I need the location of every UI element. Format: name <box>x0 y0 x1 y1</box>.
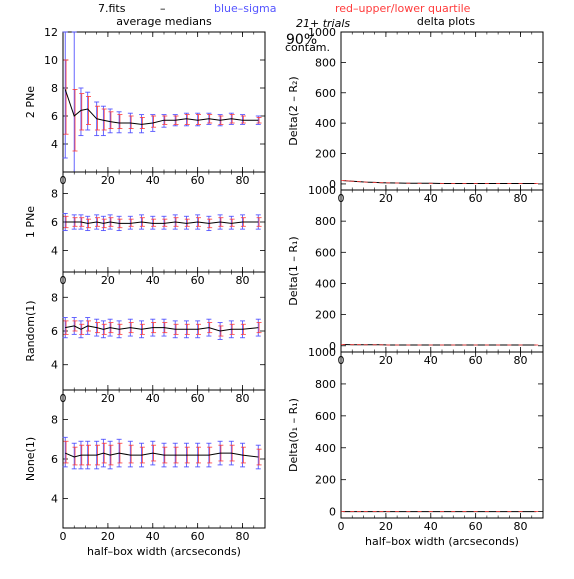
median-line <box>64 89 259 125</box>
contamination-percent: 90% <box>286 32 317 48</box>
y-axis-label: Delta(2 – R₂) <box>287 76 300 145</box>
median-line <box>65 325 259 332</box>
x-tick-label: 0 <box>60 530 67 543</box>
x-tick-label: 60 <box>191 274 205 287</box>
x-tick-label: 40 <box>146 174 160 187</box>
y-tick-label: 600 <box>315 246 336 259</box>
y-tick-label: 0 <box>329 340 336 353</box>
y-tick-label: 8 <box>51 291 58 304</box>
y-tick-label: 0 <box>329 506 336 519</box>
median-line <box>65 221 259 224</box>
y-tick-label: 0 <box>329 178 336 191</box>
x-tick-label: 20 <box>379 354 393 367</box>
x-tick-label: 40 <box>146 274 160 287</box>
median-line <box>343 180 537 184</box>
panel-left-4: 0 20 40 60 80 4 6 8 None(1) half–box width (arcse… <box>24 389 266 558</box>
x-tick-label: 80 <box>236 392 250 405</box>
x-tick-label: 80 <box>236 530 250 543</box>
y-tick-label: 8 <box>51 187 58 200</box>
x-tick-label: 40 <box>146 530 160 543</box>
x-tick-label: 80 <box>236 274 250 287</box>
y-tick-label: 4 <box>51 359 58 372</box>
x-tick-label: 60 <box>469 520 483 533</box>
x-tick-label: 80 <box>514 520 528 533</box>
y-axis-label: 1 PNe <box>24 206 37 238</box>
y-tick-label: 4 <box>51 138 58 151</box>
panel-frame <box>340 31 544 191</box>
sigma-note: blue–sigma <box>214 2 277 15</box>
y-tick-label: 400 <box>315 117 336 130</box>
x-tick-label: 20 <box>379 520 393 533</box>
y-tick-label: 800 <box>315 215 336 228</box>
y-tick-label: 800 <box>315 56 336 69</box>
x-tick-label: 40 <box>424 354 438 367</box>
y-axis-label: None(1) <box>24 437 37 481</box>
y-tick-label: 6 <box>51 216 58 229</box>
x-tick-label: 20 <box>101 174 115 187</box>
y-tick-label: 200 <box>315 474 336 487</box>
x-tick-label: 60 <box>469 192 483 205</box>
panel-frame <box>340 351 544 519</box>
y-tick-label: 400 <box>315 277 336 290</box>
y-tick-label: 8 <box>51 414 58 427</box>
y-tick-label: 6 <box>51 325 58 338</box>
x-tick-label: 40 <box>424 192 438 205</box>
y-tick-label: 6 <box>51 110 58 123</box>
y-tick-label: 10 <box>44 54 58 67</box>
x-tick-label: 40 <box>146 392 160 405</box>
x-tick-label: 20 <box>101 530 115 543</box>
left-column-title: average medians <box>116 15 212 28</box>
contamination-label: contam. <box>285 41 330 54</box>
y-tick-label: 200 <box>315 309 336 322</box>
panel-frame <box>340 189 544 353</box>
y-tick-label: 1000 <box>308 346 336 359</box>
x-tick-label: 20 <box>101 392 115 405</box>
y-axis-label: Delta(0₁ – R₁) <box>287 398 300 472</box>
x-tick-label: 20 <box>101 274 115 287</box>
x-tick-label: 80 <box>514 354 528 367</box>
y-tick-label: 600 <box>315 410 336 423</box>
x-tick-label: 60 <box>469 354 483 367</box>
header-dash: – <box>160 2 166 15</box>
x-tick-label: 0 <box>338 520 345 533</box>
file-name: 7.fits <box>98 2 126 15</box>
y-tick-label: 800 <box>315 378 336 391</box>
y-tick-label: 1000 <box>308 26 336 39</box>
y-axis-label: Random(1) <box>24 300 37 361</box>
x-tick-label: 80 <box>514 192 528 205</box>
x-tick-label: 80 <box>236 174 250 187</box>
x-tick-label: 20 <box>379 192 393 205</box>
y-tick-label: 12 <box>44 26 58 39</box>
median-line <box>65 452 259 458</box>
y-tick-label: 4 <box>51 492 58 505</box>
x-tick-label: 40 <box>424 520 438 533</box>
y-axis-label: 2 PNe <box>24 86 37 118</box>
x-axis-title: half–box width (arcseconds) <box>365 535 519 548</box>
y-tick-label: 4 <box>51 245 58 258</box>
quartile-note: red–upper/lower quartile <box>335 2 471 15</box>
y-tick-label: 200 <box>315 148 336 161</box>
y-tick-label: 600 <box>315 87 336 100</box>
y-tick-label: 400 <box>315 442 336 455</box>
x-tick-label: 60 <box>191 174 205 187</box>
y-tick-label: 8 <box>51 82 58 95</box>
trials-label: 21+ trials <box>296 17 350 30</box>
x-tick-label: 60 <box>191 392 205 405</box>
y-tick-label: 6 <box>51 453 58 466</box>
panel-frame <box>62 31 266 173</box>
x-axis-title: half–box width (arcseconds) <box>87 545 241 558</box>
figure-header: 7.fits – blue–sigma red–upper/lower quar… <box>98 2 475 54</box>
x-tick-label: 60 <box>191 530 205 543</box>
y-axis-label: Delta(1 – R₁) <box>287 236 300 305</box>
y-tick-label: 1000 <box>308 184 336 197</box>
right-column-title: delta plots <box>417 15 475 28</box>
